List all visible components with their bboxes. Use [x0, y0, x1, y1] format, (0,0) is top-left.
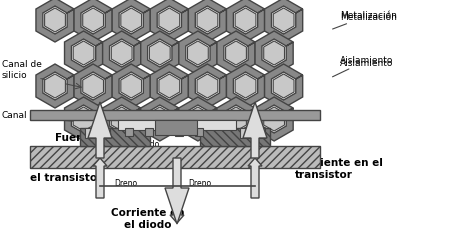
Polygon shape [255, 97, 293, 141]
Text: Aislamiento: Aislamiento [333, 56, 394, 77]
Polygon shape [187, 41, 208, 65]
Polygon shape [227, 0, 264, 42]
FancyBboxPatch shape [155, 120, 197, 135]
Polygon shape [112, 64, 150, 108]
FancyArrow shape [243, 102, 267, 158]
Text: Metalización: Metalización [340, 13, 397, 23]
FancyBboxPatch shape [30, 146, 320, 168]
Polygon shape [73, 41, 94, 65]
Polygon shape [264, 41, 284, 65]
Polygon shape [150, 64, 188, 108]
Polygon shape [264, 107, 284, 131]
Polygon shape [149, 107, 170, 131]
Polygon shape [179, 31, 217, 75]
Text: Canal de
silicio: Canal de silicio [2, 60, 42, 80]
Polygon shape [65, 31, 103, 75]
Polygon shape [273, 74, 294, 98]
Polygon shape [74, 0, 112, 42]
Polygon shape [103, 97, 141, 141]
FancyArrow shape [170, 188, 184, 223]
FancyBboxPatch shape [85, 128, 110, 138]
Text: Corriente en
el transistor: Corriente en el transistor [30, 161, 103, 183]
Polygon shape [65, 97, 103, 141]
Polygon shape [264, 64, 303, 108]
Polygon shape [217, 31, 255, 75]
Polygon shape [235, 74, 256, 98]
FancyBboxPatch shape [118, 120, 236, 130]
Text: Dreno: Dreno [115, 179, 137, 187]
FancyBboxPatch shape [195, 128, 203, 136]
Polygon shape [45, 74, 66, 98]
FancyBboxPatch shape [30, 110, 320, 120]
Polygon shape [264, 0, 303, 42]
Polygon shape [227, 64, 264, 108]
Polygon shape [112, 0, 150, 42]
Polygon shape [83, 8, 103, 32]
Polygon shape [273, 8, 294, 32]
Polygon shape [187, 107, 208, 131]
Polygon shape [121, 74, 142, 98]
Polygon shape [179, 97, 217, 141]
FancyBboxPatch shape [240, 128, 265, 138]
Polygon shape [36, 0, 74, 42]
Text: Fuente N: Fuente N [55, 133, 108, 143]
Polygon shape [188, 0, 227, 42]
FancyArrow shape [88, 102, 112, 158]
FancyBboxPatch shape [125, 128, 133, 136]
Polygon shape [45, 8, 66, 32]
Polygon shape [226, 41, 247, 65]
Polygon shape [36, 64, 74, 108]
Polygon shape [149, 41, 170, 65]
FancyArrow shape [248, 158, 262, 198]
FancyArrow shape [165, 158, 189, 224]
FancyBboxPatch shape [200, 128, 270, 146]
Polygon shape [197, 74, 218, 98]
Text: Dreno: Dreno [188, 179, 212, 187]
Text: Corriente en
el diodo: Corriente en el diodo [111, 208, 185, 230]
Text: Metalización: Metalización [333, 11, 397, 29]
Polygon shape [111, 107, 132, 131]
Polygon shape [197, 8, 218, 32]
Polygon shape [226, 107, 247, 131]
Polygon shape [141, 31, 179, 75]
FancyBboxPatch shape [145, 128, 153, 136]
Text: Corriente en el
transistor: Corriente en el transistor [295, 158, 383, 180]
Polygon shape [188, 64, 227, 108]
FancyBboxPatch shape [175, 128, 183, 136]
Polygon shape [83, 74, 103, 98]
Polygon shape [121, 8, 142, 32]
Polygon shape [74, 64, 112, 108]
Polygon shape [103, 31, 141, 75]
Polygon shape [73, 107, 94, 131]
Text: Ánodo
de gate: Ánodo de gate [133, 140, 162, 159]
Polygon shape [159, 74, 180, 98]
Polygon shape [150, 0, 188, 42]
Polygon shape [255, 31, 293, 75]
Polygon shape [159, 8, 180, 32]
Text: Aislamiento: Aislamiento [340, 59, 394, 67]
Polygon shape [141, 97, 179, 141]
Polygon shape [235, 8, 256, 32]
Text: Canal: Canal [2, 111, 28, 120]
Polygon shape [217, 97, 255, 141]
Polygon shape [111, 41, 132, 65]
FancyArrow shape [93, 158, 107, 198]
FancyBboxPatch shape [80, 128, 150, 146]
